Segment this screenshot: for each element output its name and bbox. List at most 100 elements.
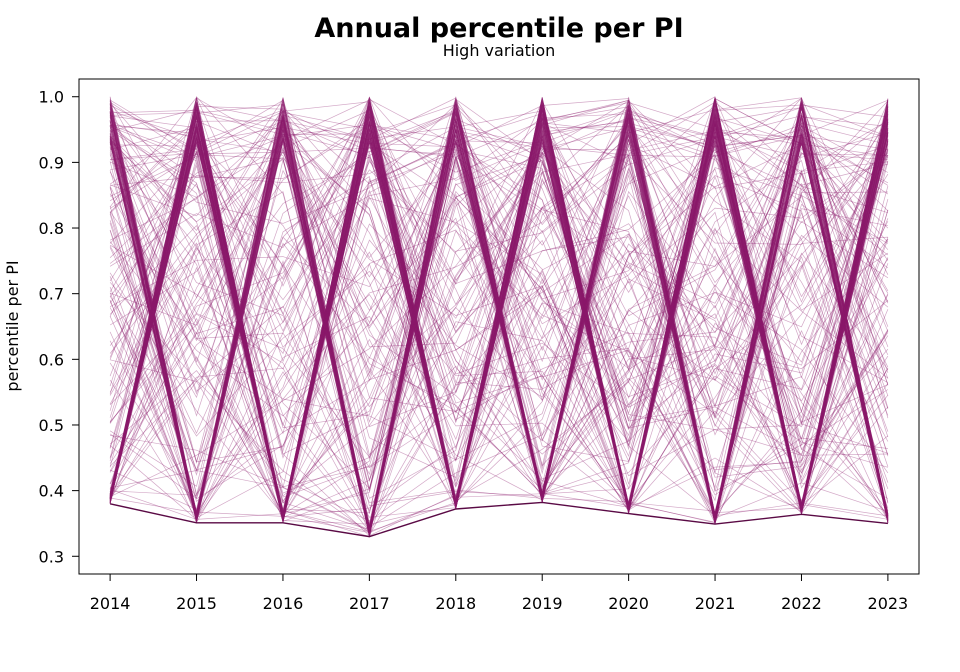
series-line	[109, 102, 889, 528]
series-line	[109, 131, 889, 516]
series-line	[109, 99, 889, 524]
y-tick-label: 0.9	[39, 153, 64, 172]
series-line	[110, 104, 889, 442]
series-line	[109, 117, 889, 513]
series-line	[109, 121, 889, 515]
series-line	[109, 105, 889, 514]
series-line	[109, 107, 889, 532]
series-line	[109, 101, 889, 515]
series-line	[109, 122, 889, 514]
series-line	[109, 135, 889, 514]
series-line	[109, 120, 889, 532]
series-line	[109, 97, 889, 523]
series-line	[109, 102, 889, 514]
x-tick-label: 2014	[90, 594, 131, 613]
series-line	[109, 110, 889, 533]
series-line	[109, 131, 889, 512]
series-line	[109, 109, 889, 502]
chart-subtitle: High variation	[443, 41, 556, 60]
series-line	[109, 96, 889, 533]
series-line	[109, 97, 889, 515]
series-line	[109, 142, 889, 534]
series-line	[109, 122, 889, 520]
series-line	[109, 96, 889, 517]
series-line	[109, 107, 889, 520]
series-line	[109, 107, 889, 515]
series-line	[109, 117, 889, 471]
series-line	[109, 105, 889, 520]
series-line	[109, 112, 889, 507]
series-line	[109, 104, 889, 519]
series-line	[109, 104, 889, 517]
series-line	[110, 98, 889, 522]
series-line	[109, 96, 889, 402]
series-line	[109, 100, 889, 521]
series-line	[109, 124, 889, 515]
series-line	[109, 97, 889, 516]
series-line	[109, 100, 889, 530]
series-line	[109, 99, 889, 530]
series-line	[109, 99, 889, 515]
series-line	[109, 100, 889, 528]
series-line	[109, 102, 889, 497]
series-line	[109, 105, 889, 537]
y-axis: 0.3 0.4 0.5 0.6 0.7 0.8 0.9 1.0	[39, 88, 80, 566]
series-line	[109, 117, 889, 531]
series-line	[109, 120, 889, 503]
series-line	[109, 103, 889, 516]
series-line	[110, 121, 889, 453]
series-line	[109, 117, 889, 503]
series-line	[109, 131, 889, 533]
series-line	[109, 103, 889, 496]
series-line	[109, 112, 889, 472]
series-line	[109, 100, 889, 516]
series-line	[109, 100, 889, 519]
series-line	[109, 286, 889, 518]
series-line	[109, 104, 889, 505]
series-line	[109, 127, 889, 504]
x-tick-label: 2019	[522, 594, 563, 613]
series-line	[109, 100, 889, 524]
series-line	[109, 104, 889, 498]
series-line	[109, 100, 889, 518]
x-tick-label: 2022	[781, 594, 822, 613]
series-line	[109, 100, 889, 514]
series-line	[109, 117, 889, 528]
series-line	[109, 118, 889, 498]
series-line	[109, 112, 889, 520]
series-line	[110, 100, 889, 489]
series-line	[109, 109, 889, 528]
series-line	[109, 106, 889, 531]
series-line	[109, 99, 889, 533]
series-line	[109, 130, 889, 510]
series-line	[109, 122, 889, 537]
series-line	[109, 100, 889, 525]
series-line	[109, 128, 889, 490]
series-line	[110, 115, 888, 520]
series-line	[109, 105, 889, 518]
series-line	[109, 191, 889, 528]
series-line	[109, 96, 889, 505]
series-line	[109, 102, 889, 521]
series-line	[109, 106, 889, 516]
series-line	[109, 137, 889, 528]
series-line	[109, 96, 889, 392]
series-line	[109, 103, 889, 535]
series-line	[109, 109, 889, 514]
series-line	[109, 108, 889, 517]
series-line	[109, 100, 889, 438]
series-line	[109, 97, 889, 519]
series-line	[109, 98, 889, 518]
series-line	[109, 99, 889, 519]
series-line	[109, 114, 889, 517]
series-line	[109, 101, 889, 523]
series-line	[109, 96, 889, 505]
series-line	[109, 108, 889, 515]
series-line	[109, 101, 889, 511]
series-line	[109, 98, 889, 529]
series-line	[109, 108, 889, 532]
series-line	[109, 108, 889, 533]
series-line	[109, 114, 889, 511]
series-line	[109, 97, 889, 532]
